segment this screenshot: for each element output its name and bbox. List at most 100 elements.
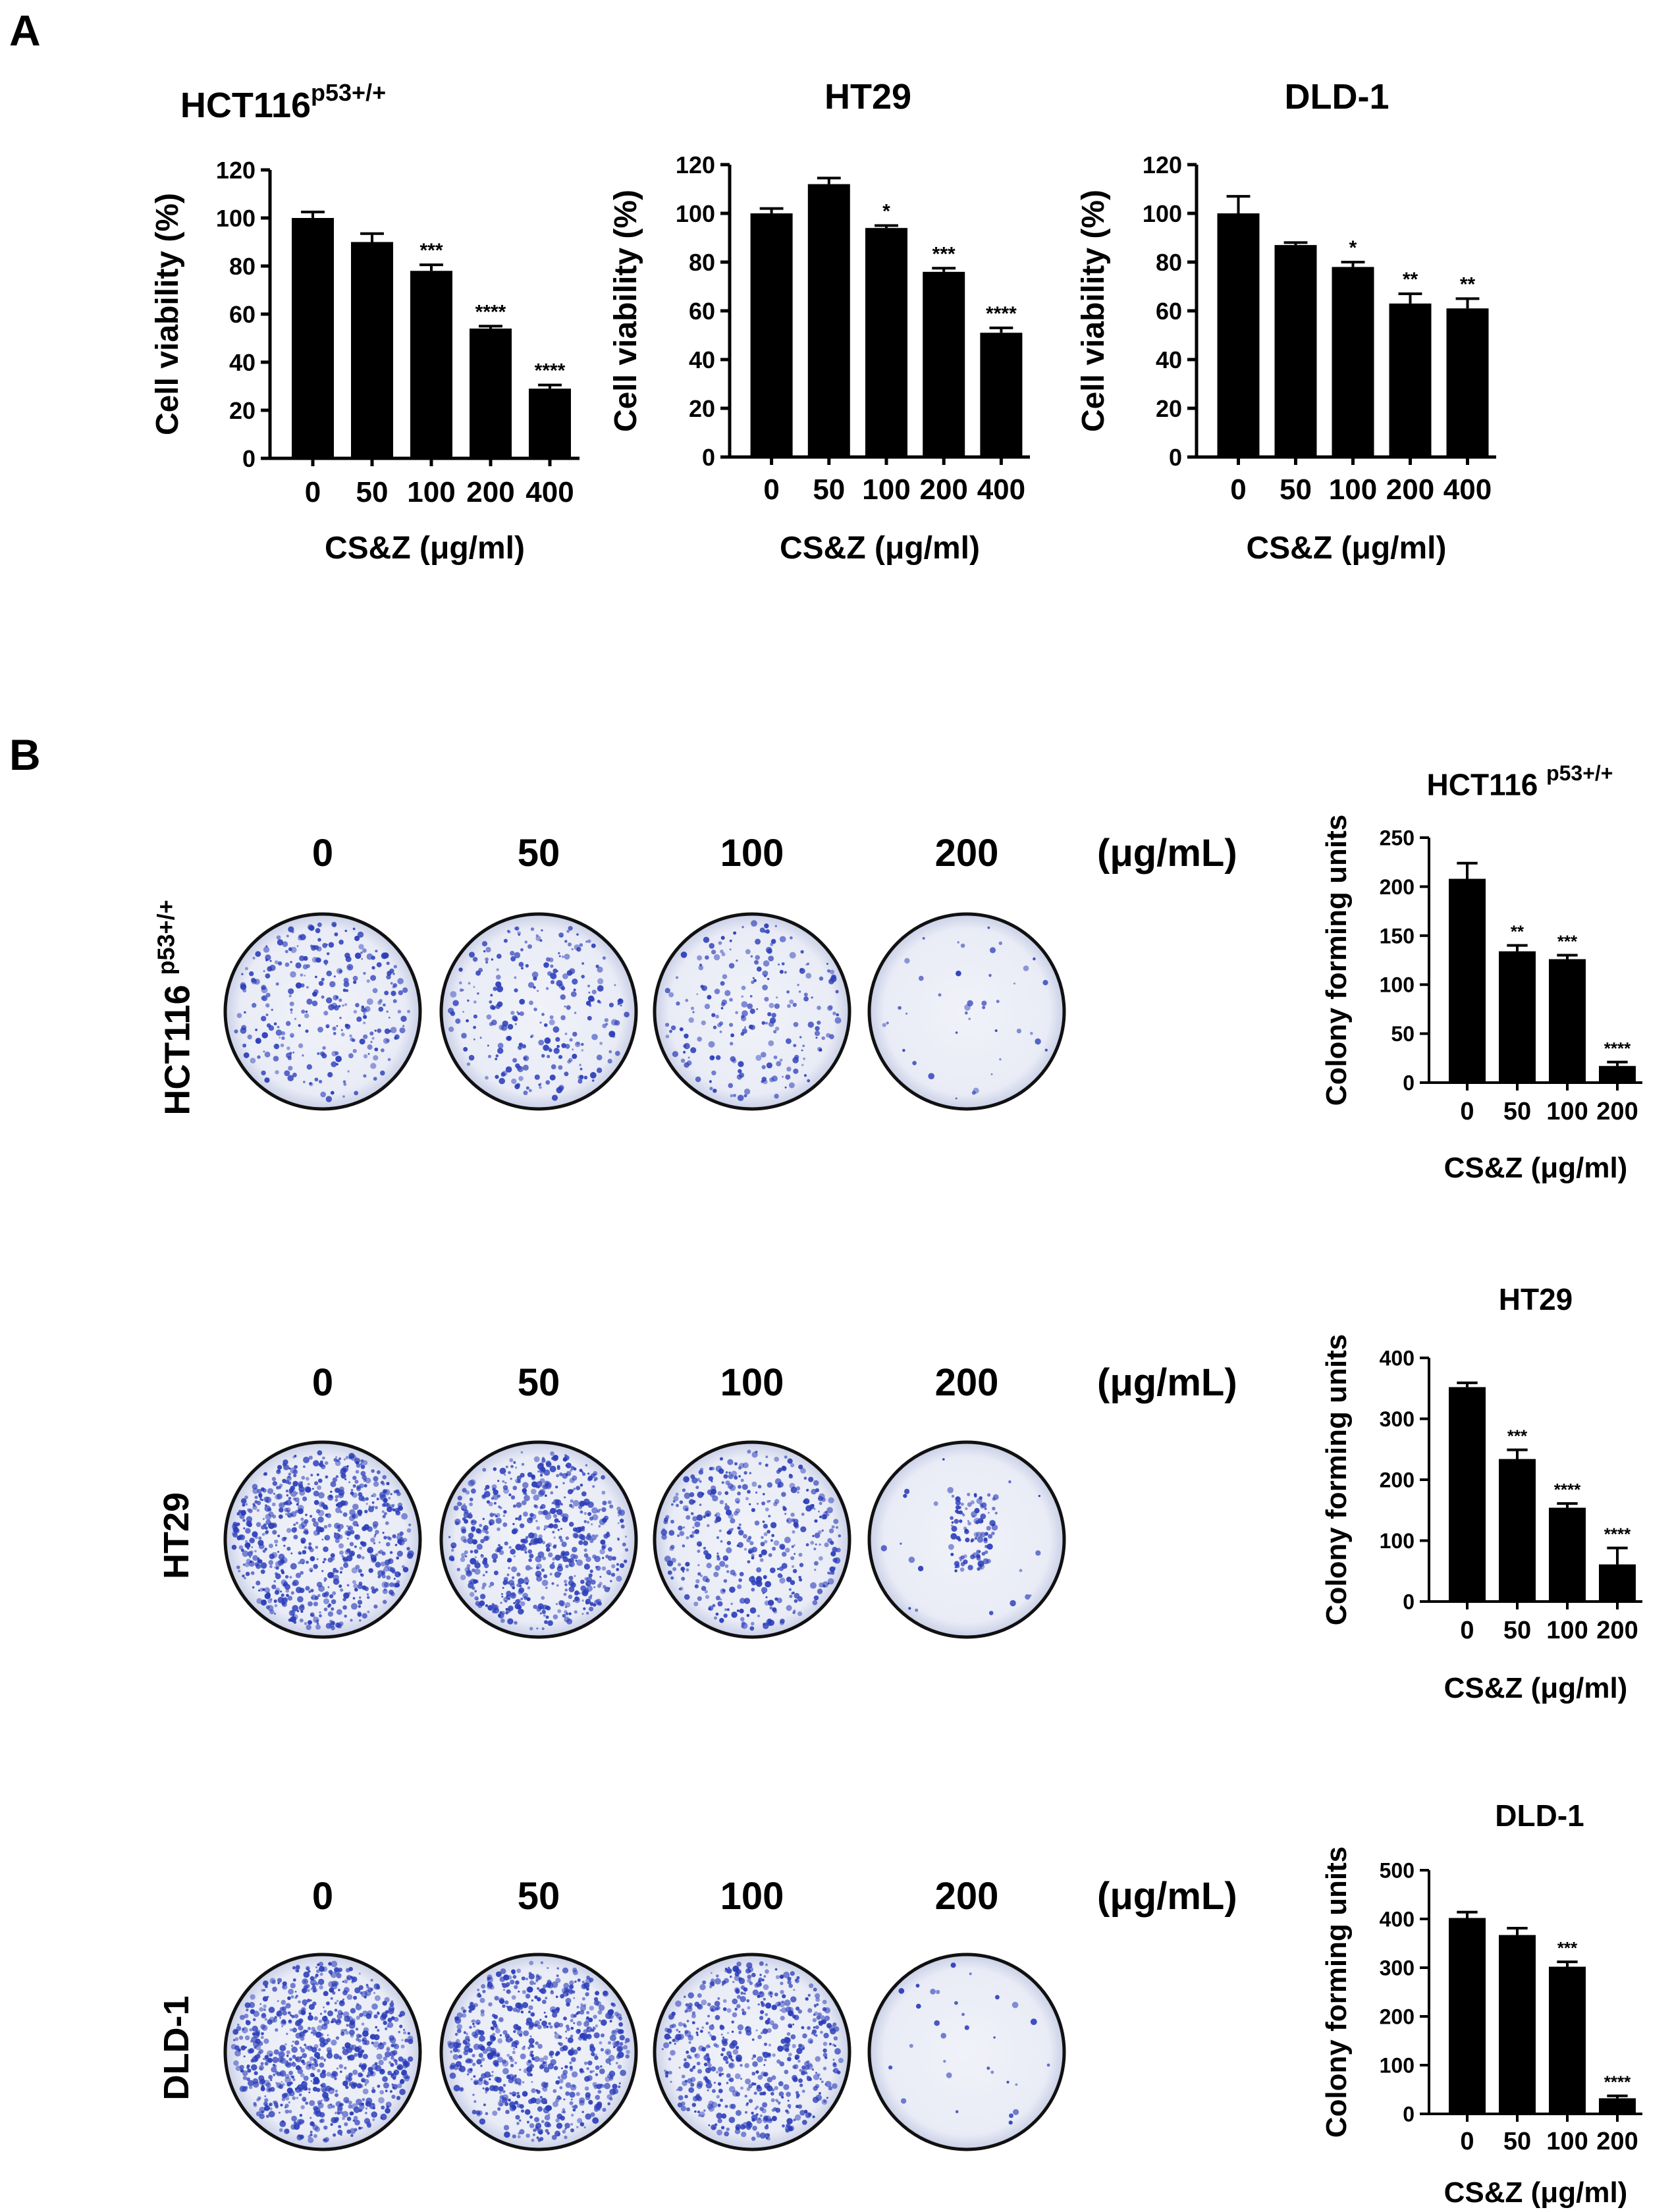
x-tick-label: 200 [919, 473, 967, 506]
y-tick-label: 0 [1403, 2103, 1415, 2126]
y-tick-label: 100 [676, 200, 715, 227]
x-axis-label: CS&Z (μg/ml) [1444, 1152, 1628, 1184]
x-tick-label: 200 [1386, 473, 1434, 506]
y-axis-label: Cell viability (%) [608, 190, 643, 432]
colony-spots [664, 920, 842, 1101]
bar [1549, 959, 1586, 1083]
dose-label: 200 [934, 1361, 999, 1404]
significance-label: **** [1604, 2072, 1631, 2092]
significance-label: ** [1511, 922, 1524, 942]
bar [750, 213, 793, 457]
bar [1499, 1935, 1536, 2114]
plate-dish [867, 1953, 1066, 2151]
colony-plate [223, 1440, 422, 1639]
dose-label: 0 [311, 1361, 334, 1404]
y-tick-label: 0 [1169, 444, 1182, 471]
colony-plate [867, 912, 1066, 1111]
significance-label: ** [1460, 274, 1476, 296]
y-tick-label: 120 [1143, 151, 1182, 178]
bar [351, 242, 393, 458]
colony-plate [439, 1953, 638, 2151]
y-tick-label: 120 [216, 157, 256, 184]
x-axis-label: CS&Z (μg/ml) [780, 531, 980, 566]
colony-plate [867, 1440, 1066, 1639]
significance-label: **** [1604, 1524, 1631, 1544]
y-tick-label: 150 [1380, 924, 1415, 948]
y-tick-label: 0 [1403, 1590, 1415, 1614]
x-tick-label: 50 [1503, 1098, 1531, 1125]
bar [1274, 245, 1317, 457]
x-tick-label: 0 [763, 473, 779, 506]
y-tick-label: 200 [1380, 1469, 1415, 1492]
bar [1449, 1918, 1486, 2114]
bar [1332, 267, 1374, 457]
bar [1599, 1066, 1636, 1083]
y-tick-label: 0 [242, 445, 256, 472]
colony-plate [223, 912, 422, 1111]
bar [1217, 213, 1260, 457]
bar [980, 333, 1023, 457]
y-tick-label: 100 [1380, 2054, 1415, 2078]
x-tick-label: 50 [356, 476, 389, 508]
x-tick-label: 100 [1546, 2128, 1588, 2155]
significance-label: *** [1507, 1426, 1528, 1446]
y-tick-label: 200 [1380, 875, 1415, 899]
bar [1599, 2098, 1636, 2114]
y-axis-label: Colony forming units [1320, 1847, 1353, 2138]
colony-spots [880, 1458, 1041, 1615]
x-tick-label: 50 [1503, 1617, 1531, 1644]
x-axis-label: CS&Z (μg/ml) [325, 531, 525, 566]
plate-dish [867, 912, 1066, 1111]
x-tick-label: 200 [1596, 2128, 1638, 2155]
colony-spots [230, 1960, 414, 2144]
bar [1499, 1459, 1536, 1602]
x-tick-label: 100 [1546, 1098, 1588, 1125]
chart-b3: 0 100 200 300 400 500 0 50 *** 100 **** 200 CS&Z (μg… [1320, 1847, 1642, 2209]
y-tick-label: 400 [1380, 1347, 1415, 1370]
y-tick-label: 40 [1156, 346, 1182, 373]
significance-label: ** [1403, 269, 1418, 290]
colony-spots [448, 1451, 629, 1631]
bar [1549, 1966, 1586, 2114]
dose-label: 0 [311, 1875, 334, 1918]
y-tick-label: 60 [229, 301, 256, 328]
x-tick-label: 0 [1460, 1617, 1474, 1644]
y-tick-label: 20 [229, 397, 256, 424]
bar [470, 328, 512, 458]
colony-spots [231, 1450, 414, 1631]
x-axis-label: CS&Z (μg/ml) [1444, 1672, 1628, 1704]
panel-a-label: A [9, 6, 41, 55]
y-tick-label: 100 [1380, 1529, 1415, 1553]
significance-label: * [882, 201, 890, 223]
y-axis-label: Colony forming units [1320, 1334, 1353, 1625]
bar [1446, 308, 1489, 457]
significance-label: **** [1604, 1039, 1631, 1058]
colony-plate [223, 1953, 422, 2151]
bar [529, 389, 571, 458]
x-tick-label: 0 [1460, 2128, 1474, 2155]
chart-b2: 0 100 200 300 400 0 *** 50 **** 100 **** 200 CS&Z (μ… [1320, 1334, 1642, 1704]
y-tick-label: 80 [689, 249, 715, 276]
bar [1389, 303, 1432, 457]
x-tick-label: 200 [466, 476, 514, 508]
bar [807, 184, 850, 457]
significance-label: *** [1557, 1938, 1578, 1958]
dose-units: (μg/mL) [1097, 1361, 1237, 1404]
significance-label: *** [419, 240, 443, 261]
bar [1549, 1507, 1586, 1602]
bar [292, 218, 334, 458]
colony-spots [661, 1449, 842, 1631]
colony-spots [448, 926, 630, 1101]
y-tick-label: 300 [1380, 1956, 1415, 1980]
x-tick-label: 400 [1443, 473, 1492, 506]
x-tick-label: 200 [1596, 1617, 1638, 1644]
y-tick-label: 80 [1156, 249, 1182, 276]
dose-label: 100 [720, 1361, 784, 1404]
bar [410, 271, 452, 458]
y-tick-label: 0 [1403, 1071, 1415, 1095]
colony-plate [439, 1440, 638, 1639]
dose-label: 50 [517, 1875, 560, 1918]
x-tick-label: 100 [407, 476, 455, 508]
colony-plate [653, 912, 851, 1111]
